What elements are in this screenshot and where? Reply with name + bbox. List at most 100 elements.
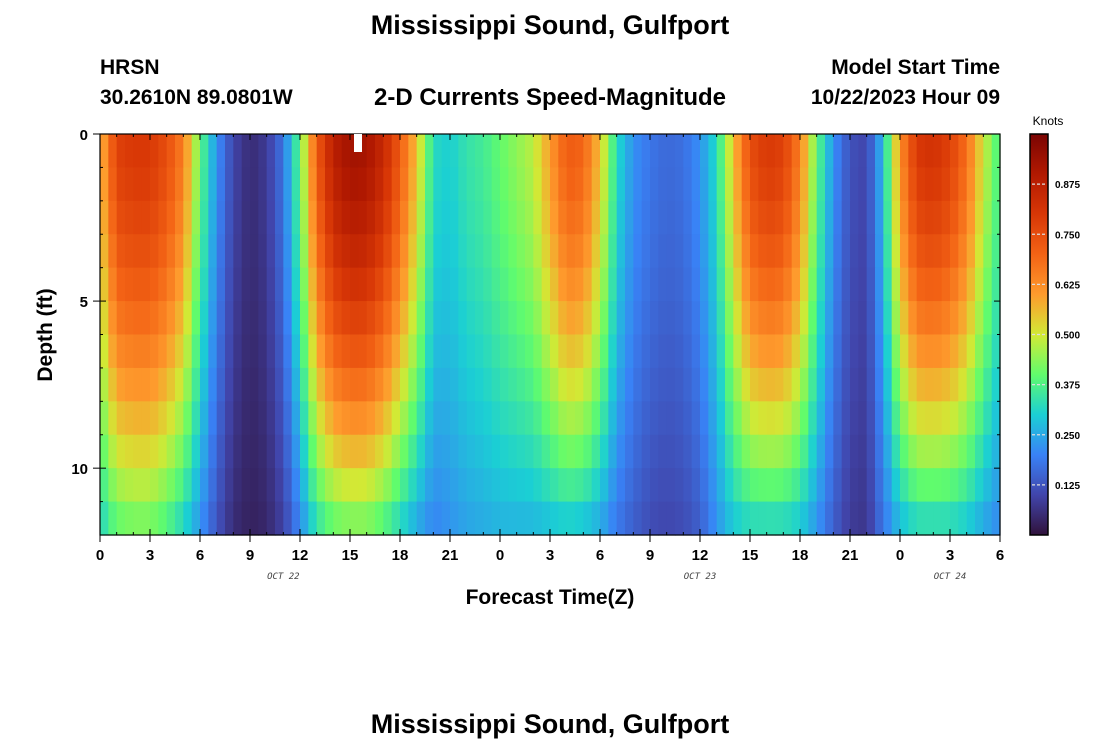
heatmap-cell <box>341 501 351 536</box>
heatmap-cell <box>725 301 734 336</box>
heatmap-cell <box>908 267 918 302</box>
heatmap-cell <box>741 434 751 469</box>
heatmap-cell <box>975 134 984 169</box>
heatmap-cell <box>883 367 893 402</box>
heatmap-cell <box>266 301 276 336</box>
heatmap-cell <box>191 301 201 336</box>
heatmap-cell <box>441 334 451 369</box>
x-tick-label: 6 <box>196 547 204 564</box>
heatmap-cell <box>591 301 601 336</box>
heatmap-cell <box>200 334 209 369</box>
heatmap-cell <box>533 434 543 469</box>
heatmap-cell <box>250 134 259 169</box>
heatmap-cell <box>858 401 868 436</box>
heatmap-cell <box>691 200 701 235</box>
heatmap-cell <box>900 501 909 536</box>
heatmap-cell <box>591 167 601 202</box>
heatmap-cell <box>100 434 109 469</box>
page-title: Mississippi Sound, Gulfport <box>370 10 730 40</box>
heatmap-cell <box>758 301 768 336</box>
heatmap-cell <box>566 301 576 336</box>
heatmap-cell <box>358 267 368 302</box>
heatmap-cell <box>425 367 434 402</box>
heatmap-cell <box>783 334 793 369</box>
heatmap-cell <box>841 267 851 302</box>
heatmap-cell <box>700 167 709 202</box>
heatmap-cell <box>633 334 643 369</box>
heatmap-cell <box>516 434 526 469</box>
heatmap-cell <box>100 301 109 336</box>
heatmap-cell <box>700 267 709 302</box>
heatmap-cell <box>766 167 776 202</box>
heatmap-cell <box>391 301 401 336</box>
heatmap-cell <box>183 367 193 402</box>
heatmap-cell <box>433 301 443 336</box>
heatmap-cell <box>525 234 534 269</box>
heatmap-cell <box>791 200 801 235</box>
x-tick-label: 15 <box>342 547 359 564</box>
heatmap-cell <box>833 200 843 235</box>
heatmap-cell <box>300 401 309 436</box>
heatmap-cell <box>475 501 484 536</box>
heatmap-cell <box>108 334 118 369</box>
heatmap-cell <box>783 134 793 169</box>
heatmap-cell <box>808 134 818 169</box>
heatmap-cell <box>383 468 393 503</box>
heatmap-cell <box>541 267 551 302</box>
heatmap-cell <box>666 401 676 436</box>
heatmap-cell <box>916 267 926 302</box>
heatmap-cell <box>925 367 934 402</box>
heatmap-cell <box>566 234 576 269</box>
heatmap-cell <box>200 267 209 302</box>
heatmap-cell <box>700 468 709 503</box>
heatmap-cell <box>283 301 293 336</box>
heatmap-cell <box>908 434 918 469</box>
heatmap-cell <box>166 134 176 169</box>
heatmap-cell <box>541 234 551 269</box>
heatmap-cell <box>525 200 534 235</box>
heatmap-cell <box>933 200 943 235</box>
heatmap-cell <box>350 267 359 302</box>
heatmap-cell <box>891 334 901 369</box>
heatmap-cell <box>925 401 934 436</box>
heatmap-cell <box>608 501 618 536</box>
heatmap-cell <box>750 200 759 235</box>
heatmap-cell <box>741 234 751 269</box>
heatmap-cell <box>450 200 459 235</box>
heatmap-cell <box>466 200 476 235</box>
heatmap-cell <box>800 434 809 469</box>
heatmap-cell <box>658 134 668 169</box>
heatmap-cell <box>358 434 368 469</box>
heatmap-cell <box>325 301 334 336</box>
heatmap-cell <box>750 267 759 302</box>
heatmap-cell <box>750 468 759 503</box>
heatmap-cell <box>975 267 984 302</box>
heatmap-cell <box>191 134 201 169</box>
heatmap-cell <box>933 367 943 402</box>
heatmap-cell <box>650 468 659 503</box>
heatmap-cell <box>558 334 568 369</box>
heatmap-cell <box>491 301 501 336</box>
heatmap-cell <box>108 234 118 269</box>
heatmap-cell <box>783 200 793 235</box>
heatmap-cell <box>941 134 951 169</box>
heatmap-cell <box>633 367 643 402</box>
heatmap-cell <box>983 234 993 269</box>
heatmap-cell <box>708 267 718 302</box>
heatmap-cell <box>733 401 743 436</box>
x-tick-label: 9 <box>246 547 254 564</box>
heatmap-cell <box>425 200 434 235</box>
heatmap-cell <box>816 200 826 235</box>
heatmap-cell <box>666 434 676 469</box>
heatmap-cell <box>825 401 834 436</box>
heatmap-cell <box>608 301 618 336</box>
heatmap-cell <box>700 301 709 336</box>
heatmap-cell <box>350 434 359 469</box>
x-tick-label: 21 <box>442 547 459 564</box>
heatmap-cell <box>633 134 643 169</box>
heatmap-cell <box>908 167 918 202</box>
heatmap-cell <box>508 234 518 269</box>
heatmap-cell <box>183 501 193 536</box>
heatmap-cell <box>158 200 168 235</box>
heatmap-cell <box>808 501 818 536</box>
